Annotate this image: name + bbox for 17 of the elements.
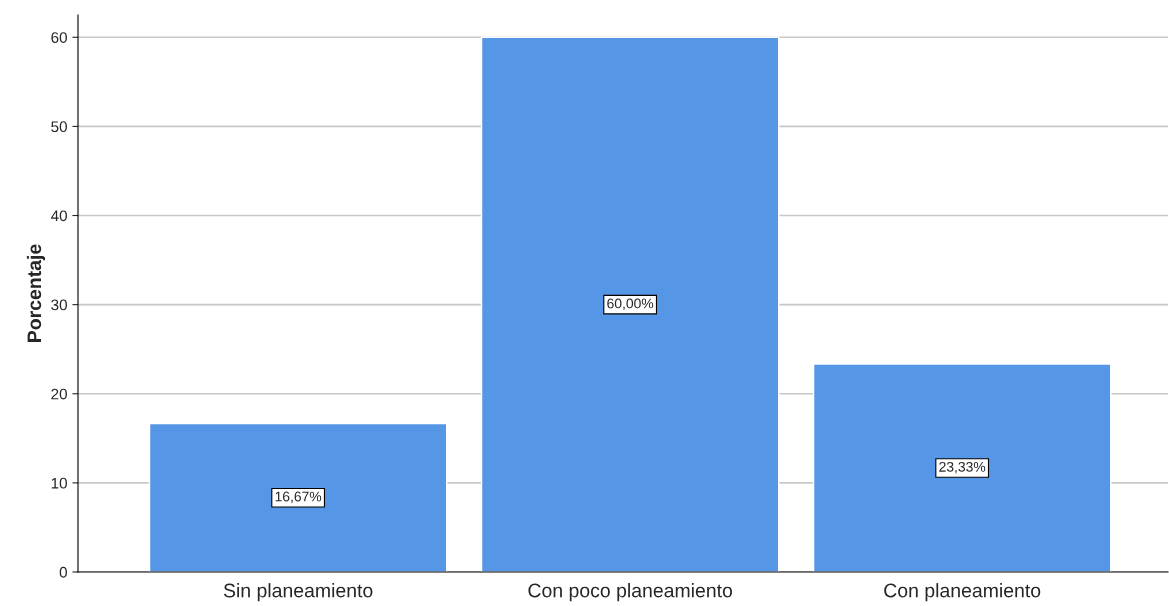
data-label: 60,00% [607,298,654,311]
x-tick-label: Con poco planeamiento [528,583,733,602]
y-tick-label: 50 [51,121,67,133]
y-tick-label: 60 [51,32,67,43]
y-tick-label: 10 [51,477,67,489]
data-label: 16,67% [275,491,322,504]
bar [148,422,448,572]
data-label: 23,33% [939,461,986,474]
bar [480,36,780,572]
y-tick-label: 0 [59,566,67,578]
y-tick-label: 40 [50,210,67,222]
x-tick-label: Sin planeamiento [223,583,373,602]
y-axis-title: Porcentaje [26,244,46,342]
y-tick-label: 20 [51,388,67,400]
y-tick-label: 30 [51,299,67,311]
x-tick-label: Con planeamiento [884,583,1041,602]
bar [812,363,1112,572]
